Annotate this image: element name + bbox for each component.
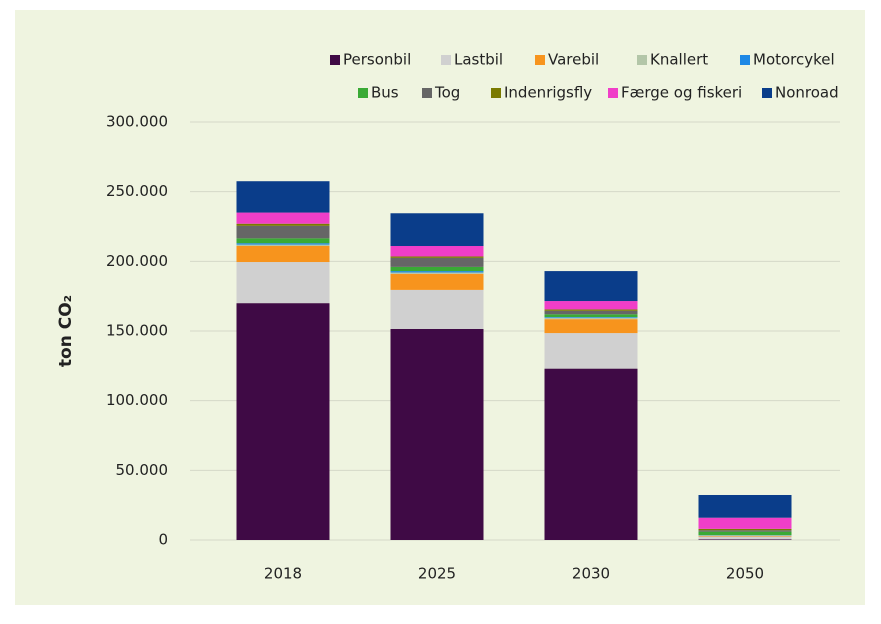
- legend-label: Motorcykel: [753, 51, 835, 69]
- y-tick-label: 100.000: [106, 391, 168, 409]
- legend-label: Indenrigsfly: [504, 84, 592, 102]
- bar-segment: [236, 246, 330, 263]
- legend-swatch: [608, 88, 618, 98]
- bar-segment: [236, 212, 330, 224]
- bar-segment: [544, 317, 638, 320]
- bar-segment: [390, 213, 484, 247]
- bar-segment: [544, 301, 638, 310]
- bar-segment: [236, 243, 330, 245]
- bar-segment: [698, 535, 792, 537]
- bar-segment: [544, 333, 638, 369]
- legend-swatch: [358, 88, 368, 98]
- legend-label: Personbil: [343, 51, 411, 69]
- bar-segment: [236, 225, 330, 239]
- y-tick-label: 150.000: [106, 322, 168, 340]
- bar-segment: [236, 262, 330, 304]
- bar-segment: [698, 494, 792, 518]
- bar-segment: [390, 272, 484, 274]
- legend-label: Lastbil: [454, 51, 503, 69]
- bar-segment: [390, 256, 484, 258]
- bar-segment: [698, 517, 792, 529]
- y-tick-label: 300.000: [106, 113, 168, 131]
- bar-segment: [544, 309, 638, 311]
- y-tick-label: 200.000: [106, 252, 168, 270]
- bar-segment: [544, 271, 638, 302]
- legend-label: Færge og fiskeri: [621, 84, 742, 102]
- bar-segment: [390, 273, 484, 290]
- bar-segment: [236, 223, 330, 226]
- legend-swatch: [491, 88, 501, 98]
- legend-label: Bus: [371, 84, 399, 102]
- y-tick-label: 250.000: [106, 182, 168, 200]
- bar-segment: [236, 244, 330, 247]
- legend-swatch: [422, 88, 432, 98]
- x-tick-label: 2025: [418, 565, 456, 583]
- x-tick-label: 2030: [572, 565, 610, 583]
- x-tick-label: 2050: [726, 565, 764, 583]
- y-axis-label: ton CO₂: [56, 295, 76, 367]
- legend-swatch: [740, 55, 750, 65]
- bar-segment: [236, 238, 330, 244]
- legend-label: Varebil: [548, 51, 599, 69]
- bar-segment: [544, 310, 638, 315]
- bar-segment: [698, 530, 792, 532]
- bar-segment: [698, 531, 792, 536]
- legend-label: Nonroad: [775, 84, 839, 102]
- legend-label: Tog: [434, 84, 460, 102]
- bar-segment: [390, 266, 484, 272]
- bar-segment: [698, 536, 792, 540]
- legend-swatch: [330, 55, 340, 65]
- legend-label: Knallert: [650, 51, 708, 69]
- bar-segment: [390, 328, 484, 540]
- bar-segment: [544, 368, 638, 540]
- legend-swatch: [637, 55, 647, 65]
- bar-segment: [390, 246, 484, 257]
- bar-segment: [544, 314, 638, 318]
- legend-swatch: [762, 88, 772, 98]
- bar-segment: [698, 528, 792, 531]
- bar-segment: [390, 271, 484, 273]
- legend-swatch: [441, 55, 451, 65]
- legend-swatch: [535, 55, 545, 65]
- bar-segment: [698, 539, 792, 540]
- y-tick-label: 50.000: [116, 461, 169, 479]
- bar-segment: [390, 289, 484, 329]
- bar-segment: [236, 181, 330, 213]
- x-tick-label: 2018: [264, 565, 302, 583]
- y-tick-label: 0: [158, 531, 168, 549]
- bar-segment: [390, 257, 484, 267]
- bar-segment: [236, 303, 330, 540]
- bar-segment: [544, 319, 638, 334]
- bar-segment: [544, 317, 638, 318]
